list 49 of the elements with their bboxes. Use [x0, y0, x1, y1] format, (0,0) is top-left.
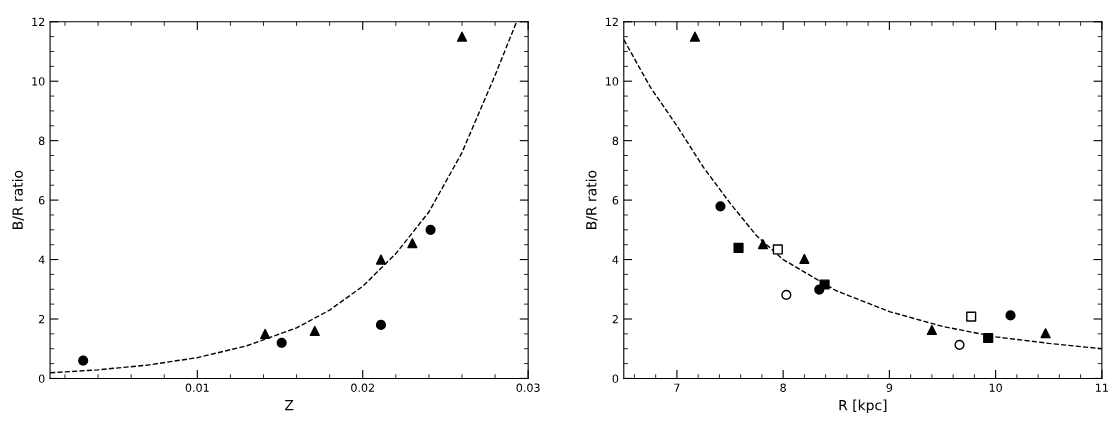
point — [425, 224, 436, 235]
point — [1040, 328, 1051, 339]
point — [733, 242, 744, 254]
point — [407, 238, 418, 249]
y-tick-label: 4 — [612, 255, 619, 264]
point — [689, 31, 701, 42]
point — [375, 319, 387, 331]
x-tick-label: 0.01 — [185, 383, 209, 392]
y-tick-label: 2 — [38, 314, 45, 324]
x-axis-title: Z — [285, 400, 294, 411]
point — [983, 332, 994, 344]
point — [260, 328, 271, 339]
point — [819, 279, 830, 290]
point — [715, 201, 726, 212]
point — [757, 239, 769, 250]
y-tick-label: 6 — [38, 196, 45, 205]
point — [799, 253, 810, 265]
point — [1005, 310, 1016, 321]
point — [954, 339, 965, 350]
y-tick-label: 6 — [612, 196, 619, 205]
point — [78, 355, 89, 366]
x-tick-label: 0.03 — [516, 383, 540, 392]
point — [772, 244, 783, 255]
y-tick-label: 10 — [32, 77, 45, 86]
y-axis-title: B/R ratio — [585, 170, 598, 229]
point — [276, 337, 287, 348]
x-tick-label: 10 — [989, 383, 1002, 392]
x-tick-label: 11 — [1096, 383, 1108, 392]
x-tick-label: 7 — [674, 383, 680, 392]
y-tick-label: 12 — [32, 17, 45, 26]
y-tick-label: 8 — [38, 136, 45, 146]
x-tick-label: 9 — [886, 383, 893, 392]
x-axis-title: R [kpc] — [839, 399, 887, 414]
x-tick-label: 0.02 — [351, 383, 374, 392]
y-tick-label: 8 — [612, 136, 619, 146]
point — [375, 254, 387, 265]
point — [926, 324, 937, 336]
y-tick-label: 0 — [612, 374, 619, 383]
y-tick-label: 0 — [38, 374, 45, 383]
y-tick-label: 4 — [38, 255, 45, 264]
point — [781, 289, 792, 301]
y-axis-title: B/R ratio — [12, 170, 24, 229]
y-tick-label: 10 — [606, 77, 619, 86]
point — [456, 31, 468, 42]
y-tick-label: 2 — [612, 314, 618, 324]
x-tick-label: 8 — [780, 383, 786, 392]
point — [966, 311, 977, 322]
y-tick-label: 12 — [606, 17, 618, 26]
point — [309, 325, 320, 336]
